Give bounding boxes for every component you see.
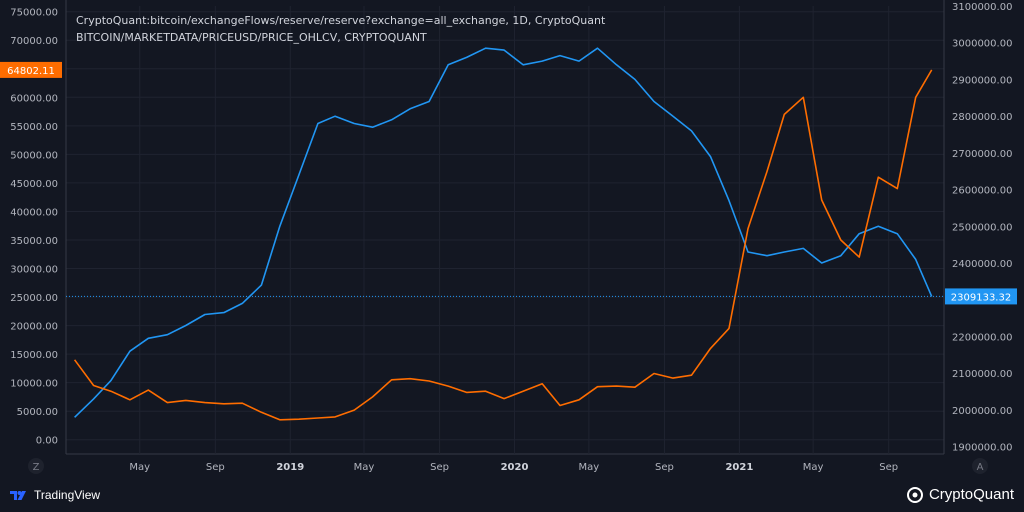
left-tick-label-14: 5000.00 xyxy=(17,407,58,418)
right-tick-label-2: 2900000.00 xyxy=(952,75,1012,86)
series-layer xyxy=(73,47,933,421)
left-tick-label-11: 20000.00 xyxy=(10,322,58,333)
price-last-value-badge xyxy=(0,61,62,78)
right-tick-label-10: 2100000.00 xyxy=(952,369,1012,380)
cryptoquant-logo-icon xyxy=(906,486,923,503)
time-tick-label-7: Sep xyxy=(655,462,674,473)
left-tick-label-7: 40000.00 xyxy=(10,207,58,218)
grid-lines xyxy=(65,0,945,455)
reserve-series-line xyxy=(74,47,933,418)
right-tick-label-3: 2800000.00 xyxy=(952,112,1012,123)
tradingview-brand[interactable]: TradingView xyxy=(10,488,100,502)
right-tick-label-12: 1900000.00 xyxy=(952,443,1012,454)
left-tick-label-13: 10000.00 xyxy=(10,379,58,390)
left-tick-label-0: 75000.00 xyxy=(10,8,58,19)
left-tick-label-5: 50000.00 xyxy=(10,150,58,161)
time-tick-label-4: Sep xyxy=(430,462,449,473)
right-tick-label-1: 3000000.00 xyxy=(952,39,1012,50)
cryptoquant-brand-label: CryptoQuant xyxy=(928,486,1014,503)
left-tick-label-8: 35000.00 xyxy=(10,236,58,247)
reserve-last-value-label: 2309133.32 xyxy=(951,292,1011,303)
tradingview-logo-icon xyxy=(10,491,26,500)
right-tick-label-9: 2200000.00 xyxy=(952,332,1012,343)
right-tick-label-4: 2700000.00 xyxy=(952,149,1012,160)
left-tick-label-9: 30000.00 xyxy=(10,265,58,276)
left-tick-label-10: 25000.00 xyxy=(10,293,58,304)
price-last-value-label: 64802.11 xyxy=(7,66,55,77)
right-tick-label-7: 2400000.00 xyxy=(952,259,1012,270)
right-tick-label-6: 2500000.00 xyxy=(952,222,1012,233)
right-tick-label-5: 2600000.00 xyxy=(952,186,1012,197)
right-auto-scale-control[interactable]: A xyxy=(972,458,988,474)
time-tick-label-1: Sep xyxy=(206,462,225,473)
left-tick-label-12: 15000.00 xyxy=(10,350,58,361)
time-axis: May Sep 2019 May Sep 2020 May Sep 2021 May Sep xyxy=(129,462,898,473)
auto-scale-label: A xyxy=(977,462,984,473)
time-tick-label-6: May xyxy=(579,462,600,473)
legend-price-series: BITCOIN/MARKETDATA/PRICEUSD/PRICE_OHLCV,… xyxy=(76,31,427,44)
left-price-axis: 75000.0070000.0065000.0060000.0055000.00… xyxy=(10,8,58,447)
reserve-last-value-badge xyxy=(945,288,1017,305)
last-value-labels: 2309133.32 64802.11 xyxy=(0,61,1017,305)
left-zoom-control[interactable]: Z xyxy=(28,458,44,474)
cryptoquant-brand[interactable]: CryptoQuant xyxy=(906,486,1014,503)
legend-reserve-series: CryptoQuant:bitcoin/exchangeFlows/reserv… xyxy=(76,14,606,27)
left-tick-label-15: 0.00 xyxy=(36,436,58,447)
left-tick-label-1: 70000.00 xyxy=(10,36,58,47)
left-tick-label-6: 45000.00 xyxy=(10,179,58,190)
tradingview-brand-label: TradingView xyxy=(34,488,101,502)
chart-legend: CryptoQuant:bitcoin/exchangeFlows/reserv… xyxy=(76,12,605,46)
time-tick-label-2: 2019 xyxy=(276,462,304,473)
time-tick-label-8: 2021 xyxy=(725,462,753,473)
left-tick-label-4: 55000.00 xyxy=(10,122,58,133)
left-zoom-label: Z xyxy=(33,462,40,473)
time-tick-label-0: May xyxy=(129,462,150,473)
left-tick-label-3: 60000.00 xyxy=(10,93,58,104)
time-tick-label-9: May xyxy=(803,462,824,473)
footer-bar: TradingView CryptoQuant xyxy=(0,480,1024,512)
right-tick-label-11: 2000000.00 xyxy=(952,406,1012,417)
chart-area[interactable]: 75000.0070000.0065000.0060000.0055000.00… xyxy=(0,0,1024,480)
right-tick-label-0: 3100000.00 xyxy=(952,2,1012,13)
price-series-line xyxy=(73,69,933,421)
time-tick-label-10: Sep xyxy=(879,462,898,473)
time-tick-label-5: 2020 xyxy=(501,462,529,473)
time-tick-label-3: May xyxy=(354,462,375,473)
